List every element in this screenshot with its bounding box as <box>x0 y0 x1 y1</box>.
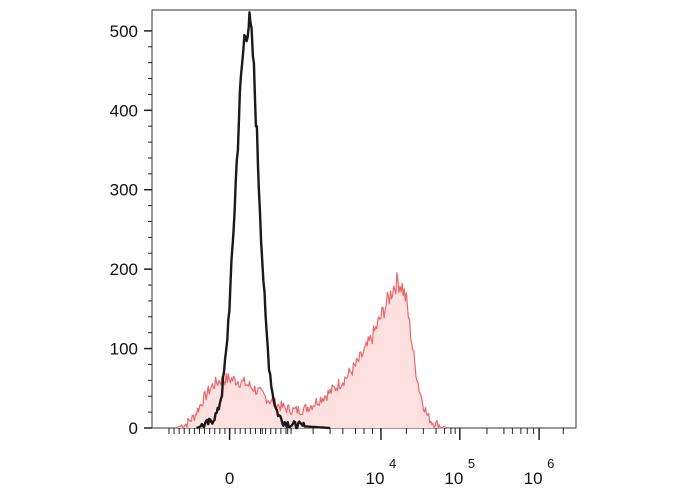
x-tick-label: 0 <box>225 469 234 488</box>
x-tick-exponent: 4 <box>389 456 396 471</box>
y-tick-label: 400 <box>110 101 138 120</box>
y-tick-label: 300 <box>110 181 138 200</box>
x-tick-label: 10 <box>365 469 384 488</box>
x-tick-label: 10 <box>524 469 543 488</box>
y-tick-label: 500 <box>110 22 138 41</box>
series-layer <box>175 11 449 430</box>
series-fill <box>175 272 449 428</box>
series-line <box>196 11 331 430</box>
x-tick-exponent: 6 <box>547 456 554 471</box>
x-tick-label: 10 <box>444 469 463 488</box>
y-tick-label: 100 <box>110 340 138 359</box>
x-tick-exponent: 5 <box>468 456 475 471</box>
y-tick-label: 200 <box>110 260 138 279</box>
series-line <box>175 272 449 429</box>
axis-layer: 0 100 200 300 400 500 0 10 4 10 5 10 6 <box>110 22 564 488</box>
y-tick-label: 0 <box>129 419 138 438</box>
